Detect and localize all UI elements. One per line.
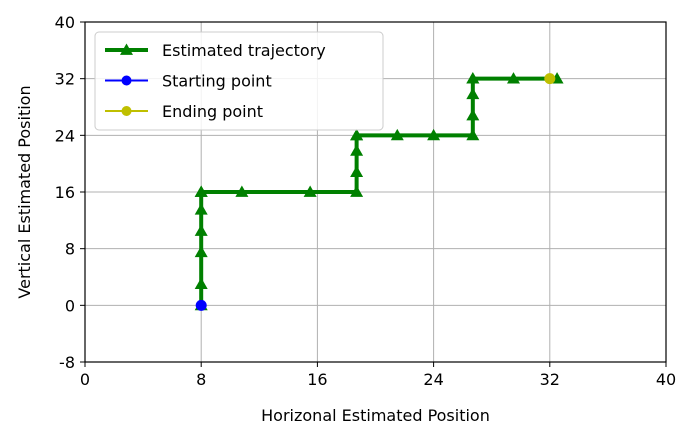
x-tick-label: 32 — [540, 370, 560, 389]
legend-label: Estimated trajectory — [162, 41, 326, 60]
data-point — [194, 245, 208, 258]
y-tick-label: -8 — [59, 353, 75, 372]
legend-handle — [105, 43, 148, 55]
series-0 — [194, 72, 564, 311]
x-tick-label: 24 — [423, 370, 443, 389]
data-point — [194, 277, 208, 289]
x-tick-label: 16 — [307, 370, 327, 389]
legend-marker — [121, 75, 132, 86]
x-tick-label: 8 — [196, 370, 206, 389]
series-1 — [195, 299, 207, 311]
y-tick-label: 24 — [55, 126, 75, 145]
legend-marker — [121, 106, 132, 116]
data-point — [506, 72, 520, 84]
data-point — [350, 165, 364, 178]
data-point — [303, 185, 317, 197]
data-point — [390, 128, 404, 141]
data-point — [235, 185, 249, 197]
y-tick-label: 40 — [55, 13, 75, 32]
x-axis-label: Horizonal Estimated Position — [261, 406, 490, 425]
legend: Estimated trajectory Starting point Ending… — [94, 31, 384, 131]
legend-marker — [120, 43, 133, 55]
data-point — [466, 87, 480, 100]
data-point — [194, 185, 208, 197]
data-point — [427, 128, 441, 141]
y-tick-label: 32 — [55, 70, 75, 89]
y-tick-label: 8 — [65, 240, 75, 259]
x-tick-label: 0 — [80, 370, 90, 389]
legend-box — [94, 31, 384, 131]
data-point — [466, 128, 480, 141]
series-layer — [194, 72, 564, 311]
data-point — [466, 72, 480, 84]
data-point — [466, 109, 480, 121]
data-point — [350, 128, 364, 141]
y-axis-label: Vertical Estimated Position — [15, 85, 34, 298]
data-point — [195, 299, 207, 311]
data-point — [350, 185, 364, 197]
series-2 — [544, 73, 556, 85]
data-point — [350, 144, 364, 156]
y-tick-label: 16 — [55, 183, 75, 202]
legend-label: Starting point — [162, 72, 272, 91]
legend-label: Ending point — [162, 102, 263, 121]
ticks: 0 8 16 24 32 40 -8 0 8 16 24 32 40 — [55, 13, 677, 389]
data-point — [194, 203, 208, 215]
x-tick-label: 40 — [656, 370, 676, 389]
data-point — [194, 224, 208, 236]
legend-handle — [105, 106, 148, 116]
y-tick-label: 0 — [65, 296, 75, 315]
data-point — [544, 73, 556, 85]
legend-handle — [105, 75, 148, 86]
